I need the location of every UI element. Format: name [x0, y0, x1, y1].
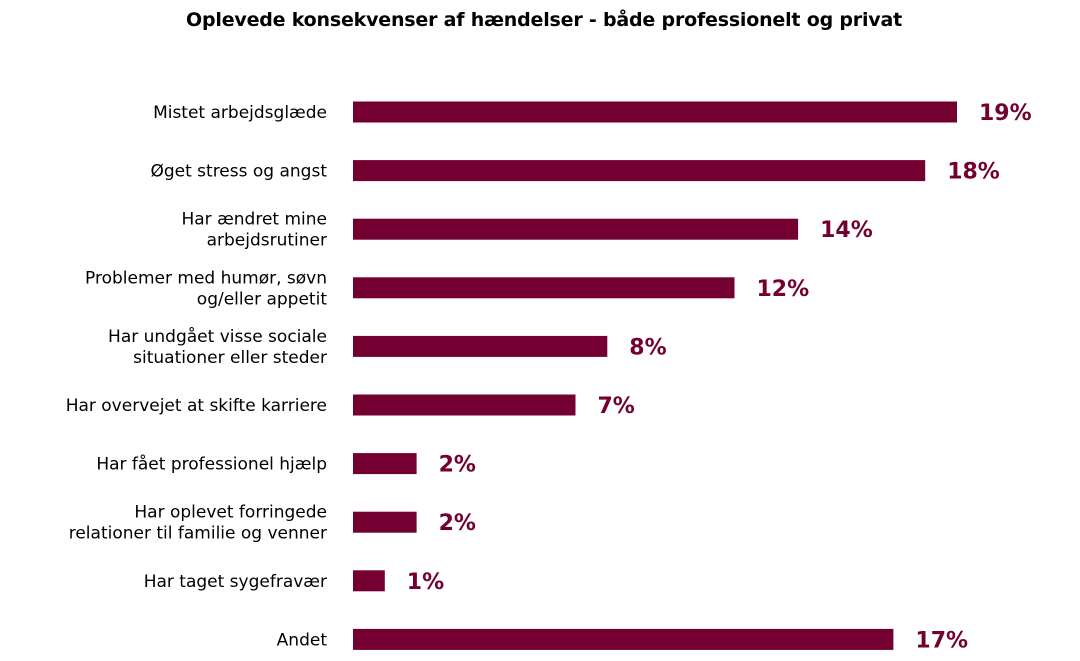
- category-label-line: Har fået professionel hjælp: [96, 454, 327, 475]
- category-label-line: Har ændret mine: [181, 210, 327, 230]
- category-label-line: Andet: [277, 630, 328, 650]
- category-label-line: Har oplevet forringede: [134, 503, 327, 523]
- category-label: Har overvejet at skifte karriere: [66, 396, 327, 416]
- category-label-line: Mistet arbejdsglæde: [153, 103, 327, 123]
- category-label-line: situationer eller steder: [133, 348, 327, 368]
- value-label: 12%: [757, 277, 810, 302]
- category-label-line: Har overvejet at skifte karriere: [66, 396, 327, 416]
- category-label: Øget stress og angst: [150, 162, 327, 182]
- category-label-line: Har taget sygefravær: [144, 572, 327, 592]
- category-label: Har taget sygefravær: [144, 572, 327, 592]
- value-label: 18%: [947, 160, 1000, 185]
- value-label: 19%: [979, 101, 1032, 126]
- category-label: Problemer med humør, søvn og/eller appeti…: [85, 268, 327, 309]
- category-label: Andet: [277, 630, 328, 650]
- value-label: 8%: [629, 335, 666, 360]
- bar: [353, 453, 417, 475]
- category-label-line: arbejdsrutiner: [207, 231, 327, 251]
- category-label: Har oplevet forringede relationer til fam…: [69, 503, 327, 544]
- chart-title: Oplevede konsekvenser af hændelser - båd…: [186, 9, 902, 31]
- category-label-line: Øget stress og angst: [150, 162, 327, 182]
- value-label: 2%: [439, 511, 476, 536]
- bar: [353, 570, 385, 592]
- bar: [353, 160, 926, 182]
- category-label: Har fået professionel hjælp: [96, 454, 327, 475]
- category-label: Mistet arbejdsglæde: [153, 103, 327, 123]
- value-labels: 19% 18% 14% 12% 8% 7% 2% 2% 1% 17%: [407, 101, 1032, 653]
- value-label: 1%: [407, 570, 444, 595]
- category-label-line: Har undgået visse sociale: [108, 326, 327, 347]
- bar: [353, 335, 608, 357]
- category-label-line: Problemer med humør, søvn: [85, 268, 327, 288]
- category-label: Har undgået visse sociale situationer ell…: [108, 326, 327, 368]
- bar: [353, 394, 576, 416]
- value-label: 17%: [915, 628, 968, 653]
- category-label-line: relationer til familie og venner: [69, 524, 327, 544]
- bar: [353, 101, 957, 123]
- bars: [353, 101, 957, 650]
- category-labels: Mistet arbejdsglæde Øget stress og angst H…: [66, 103, 328, 650]
- value-label: 2%: [439, 453, 476, 478]
- bar: [353, 511, 417, 533]
- category-label: Har ændret mine arbejdsrutiner: [181, 210, 327, 251]
- bar: [353, 218, 799, 240]
- bar: [353, 628, 894, 650]
- value-label: 14%: [820, 218, 873, 243]
- category-label-line: og/eller appetit: [197, 289, 328, 309]
- bar: [353, 277, 735, 299]
- value-label: 7%: [598, 394, 635, 419]
